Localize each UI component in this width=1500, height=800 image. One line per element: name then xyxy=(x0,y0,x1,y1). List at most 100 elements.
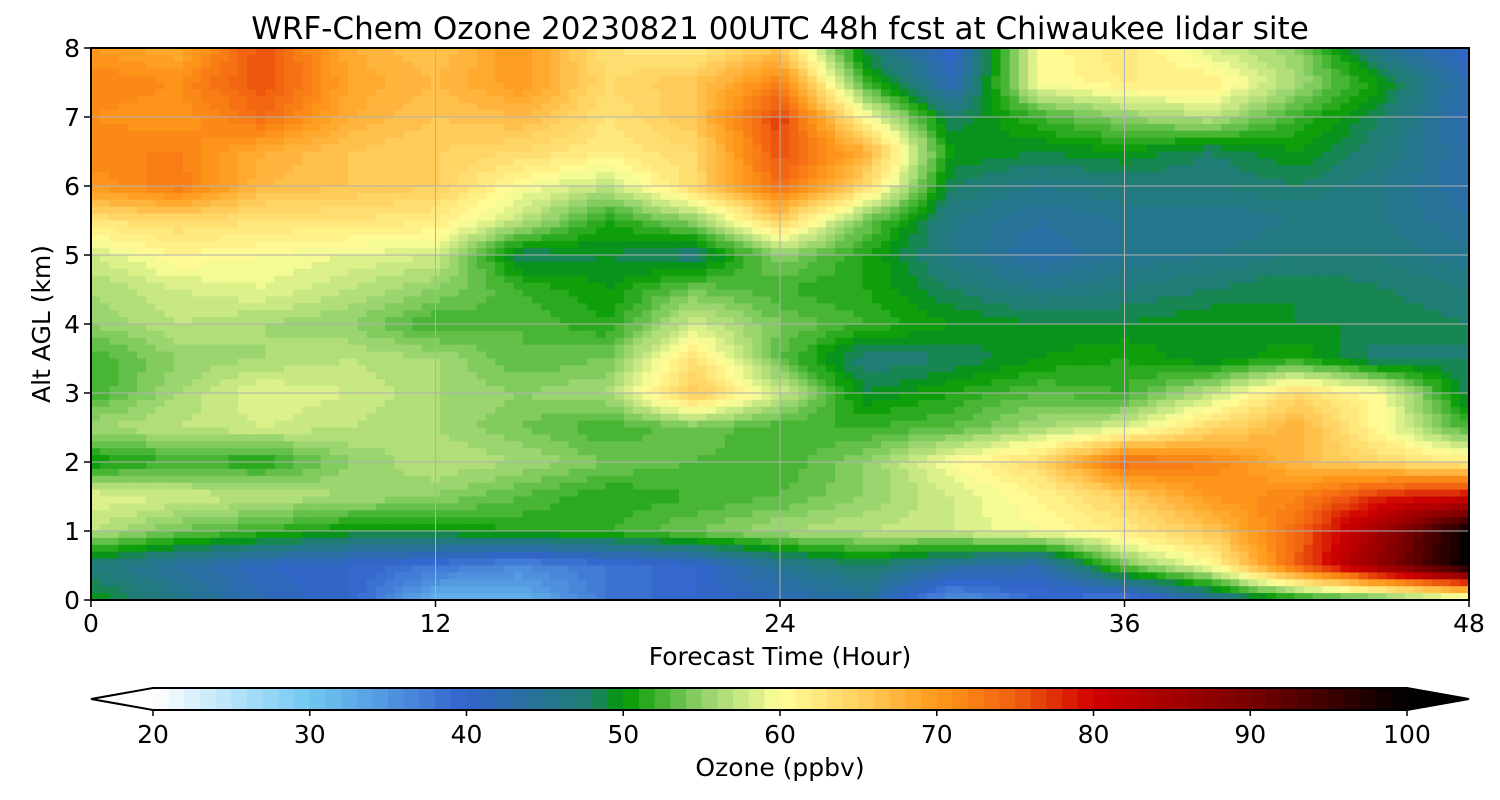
field-cell xyxy=(678,82,689,90)
field-cell xyxy=(1432,54,1443,63)
field-cell xyxy=(715,68,726,77)
field-cell xyxy=(651,172,662,180)
field-cell xyxy=(247,75,257,84)
field-cell xyxy=(127,137,138,146)
field-cell xyxy=(1110,206,1121,215)
field-cell xyxy=(1266,227,1277,235)
field-cell xyxy=(596,158,607,166)
field-cell xyxy=(357,199,368,208)
field-cell xyxy=(752,261,763,270)
field-cell xyxy=(513,96,524,104)
field-cell xyxy=(881,199,891,208)
field-cell xyxy=(605,75,616,84)
field-cell xyxy=(1248,117,1259,125)
field-cell xyxy=(1083,186,1093,194)
field-cell xyxy=(1349,158,1360,166)
field-cell xyxy=(1138,130,1149,139)
field-cell xyxy=(550,261,561,270)
field-cell xyxy=(1018,103,1029,111)
field-cell xyxy=(265,172,276,180)
field-cell xyxy=(761,61,772,70)
field-cell xyxy=(1184,206,1194,215)
field-cell xyxy=(724,261,735,270)
field-cell xyxy=(1202,220,1213,228)
field-cell xyxy=(1285,103,1296,111)
field-cell xyxy=(899,82,910,90)
field-cell xyxy=(982,144,992,153)
field-cell xyxy=(945,117,956,125)
field-cell xyxy=(329,144,340,153)
field-cell xyxy=(1037,130,1048,139)
field-cell xyxy=(1202,123,1213,132)
field-cell xyxy=(118,110,129,118)
field-cell xyxy=(513,213,524,222)
field-cell xyxy=(1202,255,1213,263)
field-cell xyxy=(972,268,983,277)
field-cell xyxy=(752,110,763,118)
field-cell xyxy=(293,110,303,118)
field-cell xyxy=(1018,220,1029,228)
field-cell xyxy=(228,158,239,166)
field-cell xyxy=(320,117,331,125)
field-cell xyxy=(201,75,212,84)
field-cell xyxy=(1312,268,1323,277)
field-cell xyxy=(228,165,239,173)
field-cell xyxy=(715,117,726,125)
field-cell xyxy=(192,61,202,70)
field-cell xyxy=(559,255,570,263)
field-cell xyxy=(1441,117,1452,125)
field-cell xyxy=(127,54,138,63)
field-cell xyxy=(862,75,873,84)
field-cell xyxy=(1230,110,1240,118)
field-cell xyxy=(118,48,129,56)
field-cell xyxy=(825,130,836,139)
field-cell xyxy=(283,75,294,84)
field-cell xyxy=(256,144,267,153)
field-cell xyxy=(476,199,487,208)
field-cell xyxy=(1055,248,1066,256)
field-cell xyxy=(1156,172,1167,180)
field-cell xyxy=(302,255,313,263)
field-cell xyxy=(1367,110,1378,118)
field-cell xyxy=(614,268,625,277)
field-cell xyxy=(486,61,496,70)
field-cell xyxy=(908,255,919,263)
field-cell xyxy=(642,110,652,118)
field-cell xyxy=(926,227,937,235)
field-cell xyxy=(789,165,799,173)
field-cell xyxy=(1386,144,1397,153)
field-cell xyxy=(1064,48,1075,56)
field-cell xyxy=(780,54,790,63)
field-cell xyxy=(1413,241,1424,249)
field-cell xyxy=(109,130,120,139)
field-cell xyxy=(384,123,395,132)
field-cell xyxy=(954,130,965,139)
field-cell xyxy=(816,151,827,159)
field-cell xyxy=(734,199,744,208)
field-cell xyxy=(752,213,763,222)
field-cell xyxy=(945,89,956,97)
field-cell xyxy=(522,96,533,104)
field-cell xyxy=(587,68,597,77)
field-cell xyxy=(605,179,616,187)
field-cell xyxy=(210,234,221,242)
field-cell xyxy=(1386,61,1397,70)
field-cell xyxy=(1193,206,1204,215)
field-cell xyxy=(1358,255,1369,263)
field-cell xyxy=(467,220,478,228)
field-cell xyxy=(522,130,533,139)
field-cell xyxy=(568,213,579,222)
field-cell xyxy=(1322,199,1332,208)
field-cell xyxy=(697,130,708,139)
field-cell xyxy=(954,186,965,194)
field-cell xyxy=(752,117,763,125)
field-cell xyxy=(412,117,423,125)
field-cell xyxy=(1450,261,1461,270)
field-cell xyxy=(1092,261,1103,270)
field-cell xyxy=(384,179,395,187)
field-cell xyxy=(936,54,946,63)
field-cell xyxy=(623,96,634,104)
field-cell xyxy=(1046,89,1057,97)
field-cell xyxy=(1349,172,1360,180)
field-cell xyxy=(228,213,239,222)
